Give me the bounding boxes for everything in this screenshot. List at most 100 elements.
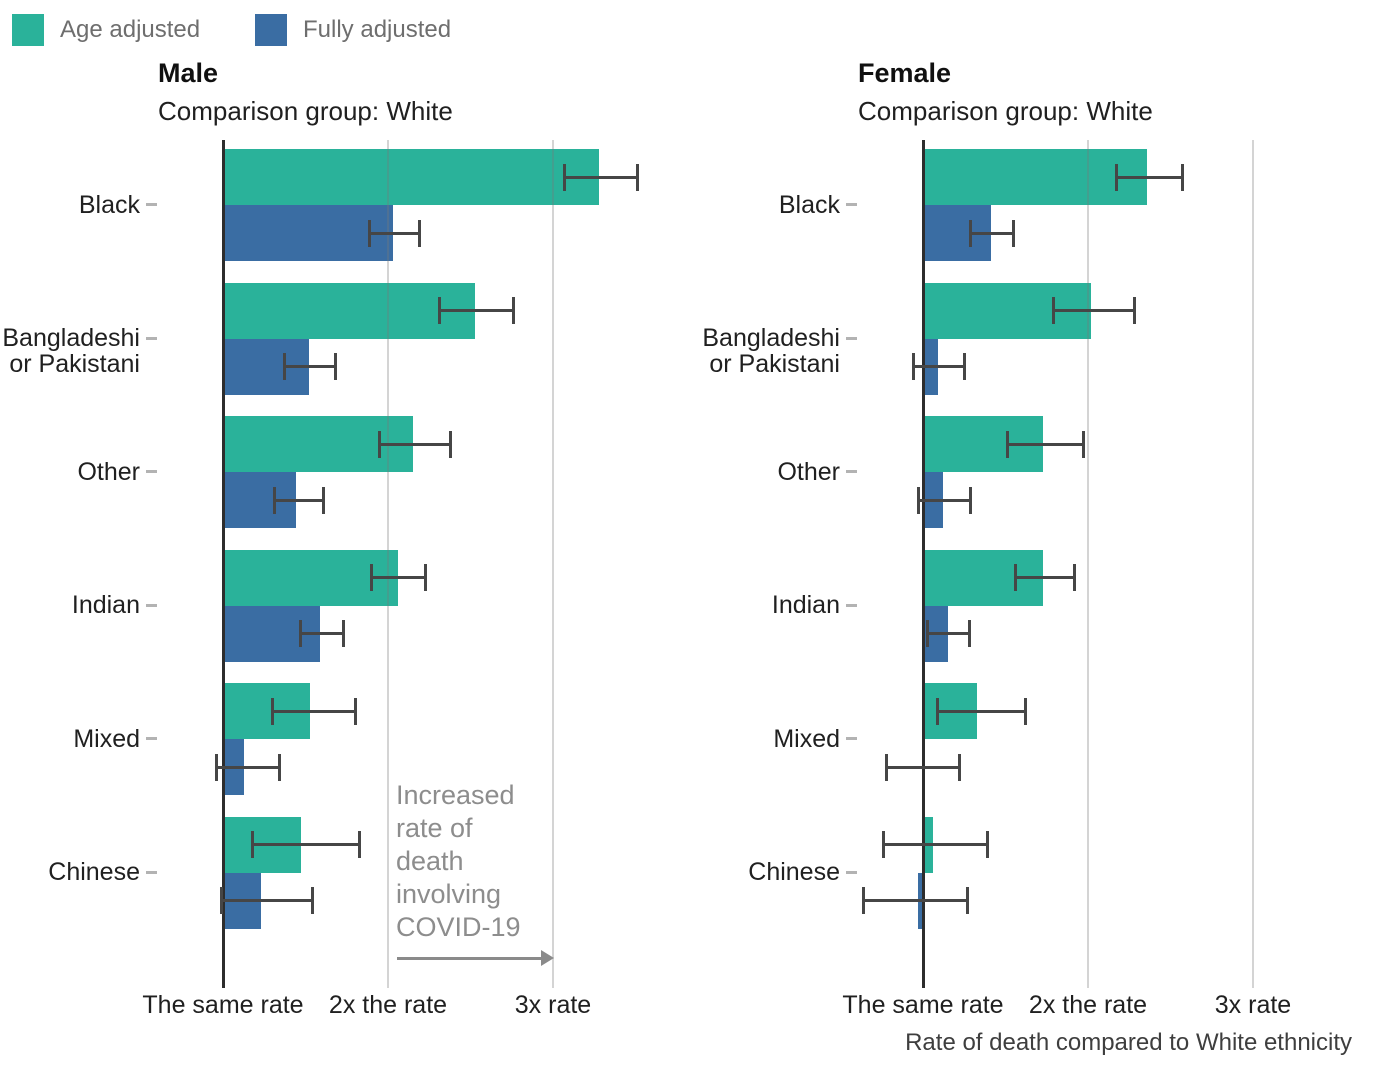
annotation-text: Increased rate of death involving COVID-19	[396, 780, 521, 942]
error-bar-female-black-age-adjusted-high-cap	[1180, 163, 1184, 191]
legend-label-fully-adjusted: Fully adjusted	[303, 16, 452, 43]
error-bar-female-chinese-fully-adjusted-low-cap	[862, 887, 866, 914]
error-bar-male-black-age-adjusted	[564, 175, 638, 179]
category-tick-female	[846, 870, 857, 874]
legend-swatch-age-adjusted	[12, 14, 44, 46]
bar-female-black-age-adjusted	[923, 149, 1148, 205]
error-bar-male-black-fully-adjusted	[369, 231, 420, 235]
error-bar-male-bangladeshi-or-pakistani-fully-adjusted-low-cap	[282, 353, 286, 380]
error-bar-female-bangladeshi-or-pakistani-age-adjusted-high-cap	[1132, 297, 1136, 324]
error-bar-female-black-age-adjusted-low-cap	[1114, 163, 1118, 191]
error-bar-female-mixed-age-adjusted-low-cap	[936, 697, 940, 725]
bar-male-black-age-adjusted	[223, 149, 600, 205]
category-label-indian-female: Indian	[771, 591, 840, 619]
error-bar-female-chinese-age-adjusted-low-cap	[881, 831, 885, 858]
error-bar-female-bangladeshi-or-pakistani-fully-adjusted-low-cap	[911, 353, 915, 380]
category-label-chinese-female: Chinese	[748, 858, 840, 886]
error-bar-female-mixed-fully-adjusted	[886, 765, 960, 769]
x-tick-label-2x-female: 2x the rate	[1028, 991, 1148, 1019]
error-bar-male-indian-age-adjusted-low-cap	[370, 564, 373, 591]
error-bar-female-black-fully-adjusted-low-cap	[969, 219, 973, 247]
x-tick-label-3x-female: 3x rate	[1214, 991, 1292, 1019]
category-tick-female	[846, 737, 857, 740]
error-bar-female-mixed-age-adjusted-high-cap	[1023, 697, 1027, 725]
x-tick-label-1x-male: The same rate	[142, 991, 304, 1019]
panel-title-female: Female	[858, 58, 952, 88]
error-bar-male-black-age-adjusted-low-cap	[563, 163, 567, 191]
category-tick-female	[846, 470, 857, 473]
error-bar-female-indian-age-adjusted-low-cap	[1013, 564, 1017, 591]
error-bar-male-mixed-age-adjusted-high-cap	[353, 697, 357, 725]
error-bar-male-black-fully-adjusted-high-cap	[417, 219, 421, 247]
category-tick-male	[146, 470, 157, 473]
error-bar-male-other-age-adjusted-high-cap	[449, 430, 453, 458]
error-bar-female-other-fully-adjusted-high-cap	[969, 486, 973, 514]
error-bar-male-mixed-age-adjusted-low-cap	[271, 697, 274, 725]
error-bar-male-bangladeshi-or-pakistani-age-adjusted	[439, 309, 514, 312]
category-label-black-male: Black	[78, 190, 140, 219]
gridline-2x-female	[1087, 140, 1089, 988]
bar-male-indian-age-adjusted	[223, 549, 398, 606]
error-bar-male-indian-fully-adjusted	[300, 632, 344, 635]
error-bar-female-chinese-age-adjusted	[883, 843, 988, 846]
category-label-bangladeshi-or-pakistani-male: Bangladeshi or Pakistani	[2, 324, 140, 378]
error-bar-male-other-age-adjusted	[379, 442, 451, 446]
annotation-arrow	[397, 957, 542, 960]
error-bar-female-bangladeshi-or-pakistani-fully-adjusted	[913, 365, 965, 368]
category-tick-female	[846, 203, 857, 206]
error-bar-male-bangladeshi-or-pakistani-fully-adjusted	[284, 365, 336, 368]
bar-male-black-fully-adjusted	[223, 205, 393, 261]
error-bar-male-mixed-age-adjusted	[272, 709, 355, 713]
error-bar-female-chinese-fully-adjusted-high-cap	[966, 887, 970, 914]
error-bar-female-chinese-age-adjusted-high-cap	[985, 831, 989, 858]
error-bar-male-other-fully-adjusted	[274, 498, 324, 502]
error-bar-female-black-fully-adjusted	[970, 231, 1014, 235]
category-label-other-female: Other	[777, 457, 840, 486]
x-tick-label-3x-male: 3x rate	[514, 991, 592, 1019]
category-label-mixed-male: Mixed	[73, 724, 140, 753]
gridline-3x-female	[1252, 140, 1254, 988]
error-bar-male-chinese-fully-adjusted-high-cap	[310, 887, 314, 914]
error-bar-female-bangladeshi-or-pakistani-fully-adjusted-high-cap	[962, 353, 966, 380]
panel-title-male: Male	[158, 58, 219, 88]
error-bar-male-bangladeshi-or-pakistani-age-adjusted-low-cap	[437, 297, 441, 324]
error-bar-male-chinese-age-adjusted	[252, 843, 360, 846]
error-bar-male-bangladeshi-or-pakistani-age-adjusted-high-cap	[511, 297, 515, 324]
error-bar-male-bangladeshi-or-pakistani-fully-adjusted-high-cap	[333, 353, 337, 380]
error-bar-female-other-age-adjusted	[1007, 442, 1084, 446]
category-tick-female	[846, 336, 857, 340]
error-bar-male-other-fully-adjusted-low-cap	[272, 486, 276, 514]
error-bar-female-chinese-fully-adjusted	[863, 899, 968, 902]
category-tick-male	[146, 870, 157, 874]
error-bar-male-chinese-age-adjusted-high-cap	[358, 831, 362, 858]
x-tick-label-2x-male: 2x the rate	[328, 991, 448, 1019]
error-bar-male-indian-age-adjusted-high-cap	[424, 564, 428, 591]
panel-subtitle-male: Comparison group: White	[158, 96, 453, 126]
category-tick-male	[146, 603, 157, 607]
legend-label-age-adjusted: Age adjusted	[60, 16, 201, 43]
error-bar-female-indian-fully-adjusted	[927, 632, 970, 635]
category-label-mixed-female: Mixed	[773, 724, 840, 753]
error-bar-female-indian-age-adjusted	[1015, 576, 1075, 579]
category-tick-male	[146, 737, 157, 740]
error-bar-female-other-age-adjusted-high-cap	[1081, 430, 1085, 458]
axis-line-1x-female	[922, 140, 925, 988]
error-bar-female-other-fully-adjusted-low-cap	[916, 486, 920, 514]
error-bar-female-indian-fully-adjusted-low-cap	[926, 620, 930, 647]
error-bar-male-other-age-adjusted-low-cap	[378, 430, 382, 458]
error-bar-female-bangladeshi-or-pakistani-age-adjusted-low-cap	[1051, 297, 1055, 324]
gridline-2x-male	[387, 140, 389, 988]
error-bar-male-black-age-adjusted-high-cap	[635, 163, 639, 191]
annotation-arrowhead-icon	[541, 950, 554, 966]
error-bar-female-black-fully-adjusted-high-cap	[1012, 219, 1016, 247]
error-bar-male-chinese-fully-adjusted	[221, 899, 313, 902]
category-tick-male	[146, 336, 157, 340]
legend-swatch-fully-adjusted	[255, 14, 287, 46]
axis-line-1x-male	[222, 140, 225, 988]
error-bar-female-other-fully-adjusted	[918, 498, 971, 502]
error-bar-male-indian-age-adjusted	[371, 576, 426, 579]
error-bar-male-chinese-age-adjusted-low-cap	[251, 831, 255, 858]
error-bar-female-indian-age-adjusted-high-cap	[1073, 564, 1077, 591]
bar-male-bangladeshi-or-pakistani-age-adjusted	[223, 282, 476, 339]
error-bar-male-indian-fully-adjusted-high-cap	[341, 620, 345, 647]
